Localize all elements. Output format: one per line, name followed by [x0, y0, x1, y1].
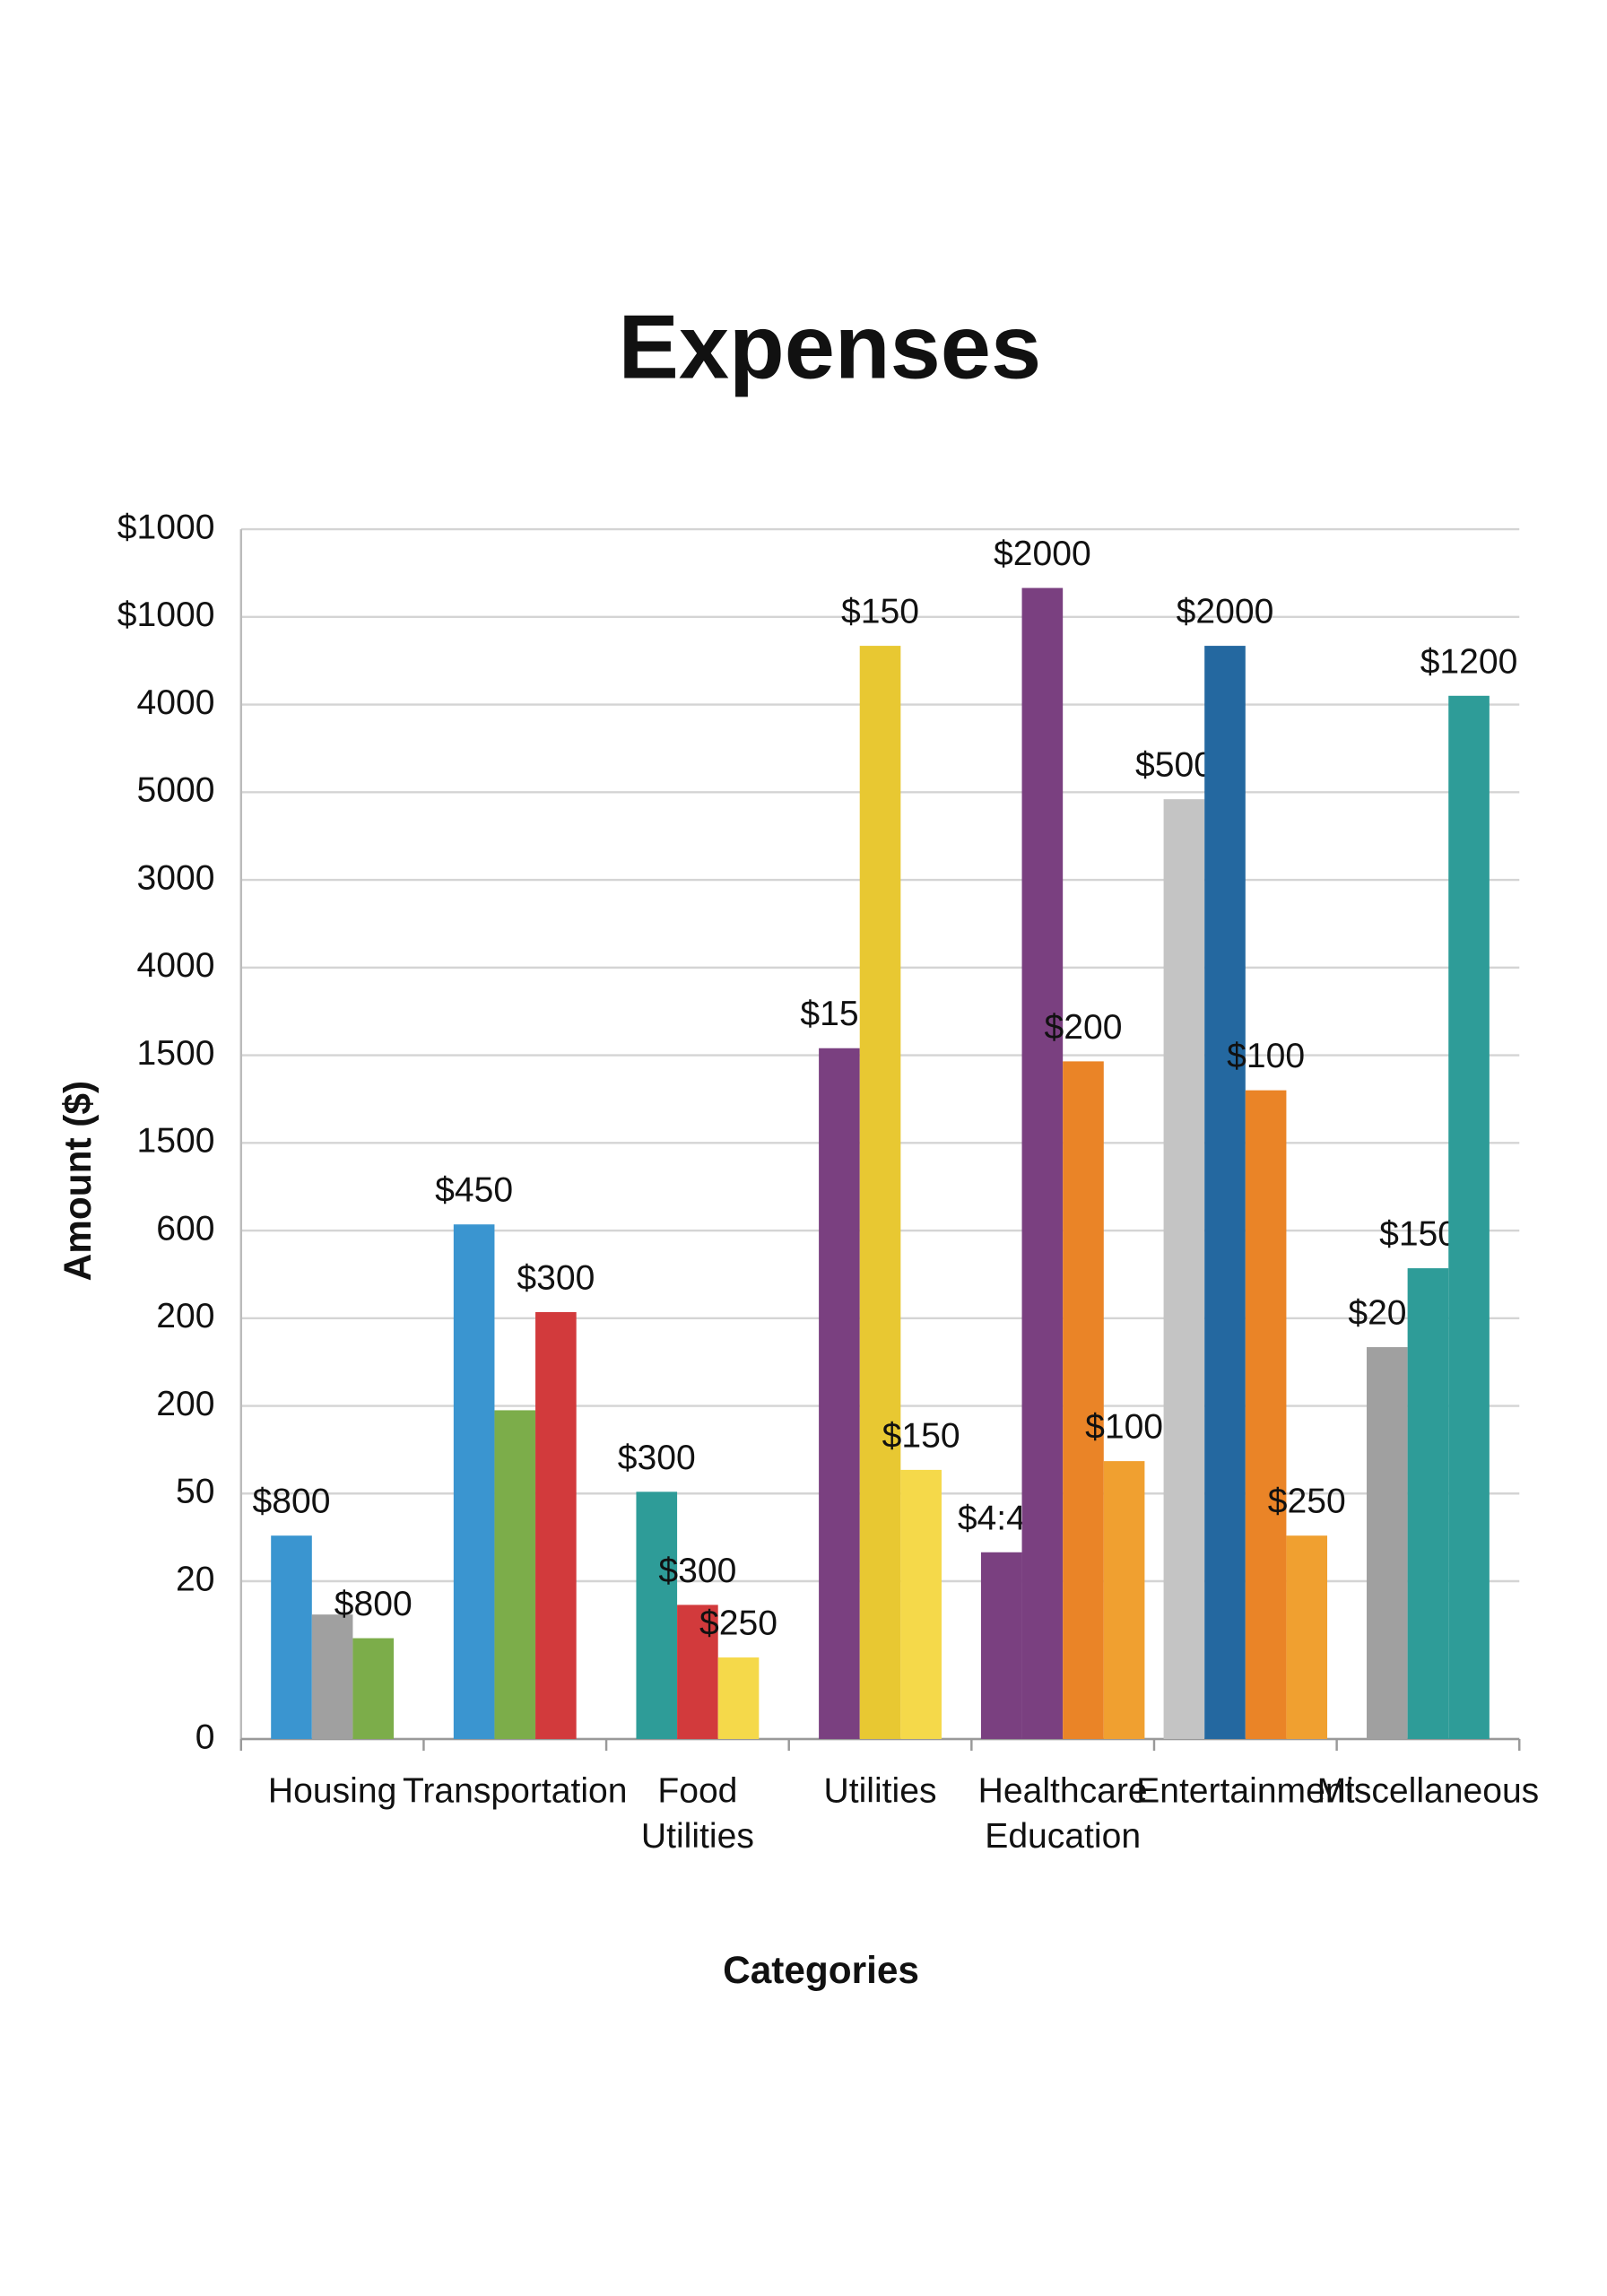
- y-tick-label: 4000: [137, 946, 215, 985]
- y-tick-label: 600: [156, 1209, 214, 1248]
- y-tick-label: 50: [176, 1473, 214, 1511]
- bar: [900, 1469, 942, 1739]
- bar: [677, 1605, 718, 1739]
- bar: [1407, 1268, 1449, 1739]
- x-tick-label: Healthcare: [978, 1772, 1148, 1811]
- y-tick-label: 200: [156, 1297, 214, 1335]
- bar: [859, 646, 901, 1739]
- x-tick-label: Entertainment: [1136, 1772, 1354, 1811]
- y-tick-label: 5000: [137, 771, 215, 810]
- y-tick-label: 1500: [137, 1122, 215, 1161]
- bar: [1063, 1061, 1104, 1739]
- value-label: $2000: [994, 535, 1091, 573]
- bar: [819, 1048, 860, 1739]
- value-label: $800: [334, 1585, 413, 1623]
- value-label: $300: [618, 1439, 696, 1477]
- x-tick-label: Utilities: [641, 1817, 754, 1856]
- bar: [636, 1492, 678, 1739]
- value-label: $800: [253, 1483, 331, 1521]
- x-tick-label: Food: [657, 1772, 737, 1811]
- y-tick-label: 4000: [137, 683, 215, 722]
- value-label: $300: [517, 1258, 595, 1297]
- value-label: $250: [699, 1605, 777, 1643]
- y-tick-label: $1000: [117, 596, 215, 634]
- bar: [1448, 695, 1490, 1739]
- chart-title: Expenses: [619, 297, 1042, 397]
- bar: [1367, 1347, 1408, 1739]
- x-tick-label: Miscellaneous: [1317, 1772, 1540, 1811]
- bar: [1103, 1461, 1145, 1739]
- bar: [1204, 646, 1246, 1739]
- value-label: $450: [435, 1171, 513, 1210]
- value-label: $2000: [1177, 593, 1274, 631]
- bar: [311, 1614, 353, 1739]
- bar: [1245, 1090, 1287, 1739]
- y-tick-label: 1500: [137, 1034, 215, 1073]
- y-tick-label: $1000: [117, 508, 215, 546]
- bar: [1021, 587, 1064, 1739]
- bar: [980, 1552, 1022, 1739]
- bar: [494, 1410, 536, 1739]
- y-tick-label: 0: [195, 1718, 215, 1756]
- y-axis-title: Amount ($): [56, 1081, 99, 1281]
- value-label: $250: [1268, 1483, 1346, 1521]
- bar: [352, 1638, 395, 1739]
- x-tick-label: Housing: [268, 1772, 396, 1811]
- x-tick-label: Transportation: [403, 1772, 628, 1811]
- bar: [271, 1535, 312, 1739]
- bar: [717, 1657, 760, 1739]
- y-tick-label: 20: [176, 1560, 214, 1598]
- value-label: $150: [882, 1416, 960, 1455]
- x-axis-title: Categories: [723, 1949, 919, 1991]
- value-label: $100: [1085, 1408, 1163, 1447]
- bar: [453, 1224, 495, 1739]
- value-label: $150: [841, 593, 919, 631]
- value-label: $200: [1045, 1008, 1123, 1047]
- x-tick-label: Utilities: [824, 1772, 937, 1811]
- value-label: $100: [1227, 1037, 1305, 1075]
- y-tick-label: 200: [156, 1385, 214, 1423]
- bar: [1163, 799, 1205, 1739]
- value-label: $1200: [1420, 642, 1518, 681]
- bar: [535, 1311, 577, 1739]
- bar: [1286, 1535, 1328, 1739]
- value-label: $300: [658, 1552, 736, 1590]
- y-tick-label: 3000: [137, 858, 215, 897]
- x-tick-label: Education: [985, 1817, 1141, 1856]
